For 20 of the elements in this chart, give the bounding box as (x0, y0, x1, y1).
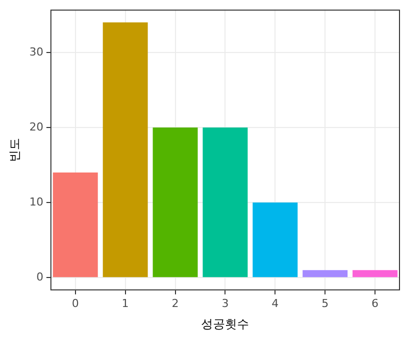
bar (302, 270, 348, 278)
y-tick-label: 20 (29, 120, 44, 134)
x-tick-label: 0 (72, 296, 79, 310)
y-tick-label: 30 (29, 45, 44, 58)
y-tick-label: 10 (29, 195, 44, 208)
y-tick-label: 0 (36, 270, 44, 284)
bar (152, 127, 198, 278)
y-axis-title: 빈도 (7, 138, 22, 162)
x-tick-label: 6 (372, 296, 379, 310)
x-tick-label: 3 (222, 296, 229, 310)
bar (352, 270, 398, 278)
x-tick-label: 2 (172, 296, 179, 310)
x-tick-label: 5 (322, 296, 329, 310)
x-tick-label: 4 (272, 296, 279, 310)
bar (102, 22, 148, 278)
x-tick-label: 1 (122, 296, 129, 310)
bar (52, 172, 98, 278)
bar (252, 202, 298, 278)
bar (202, 127, 248, 278)
x-axis-title: 성공횟수 (201, 316, 250, 331)
